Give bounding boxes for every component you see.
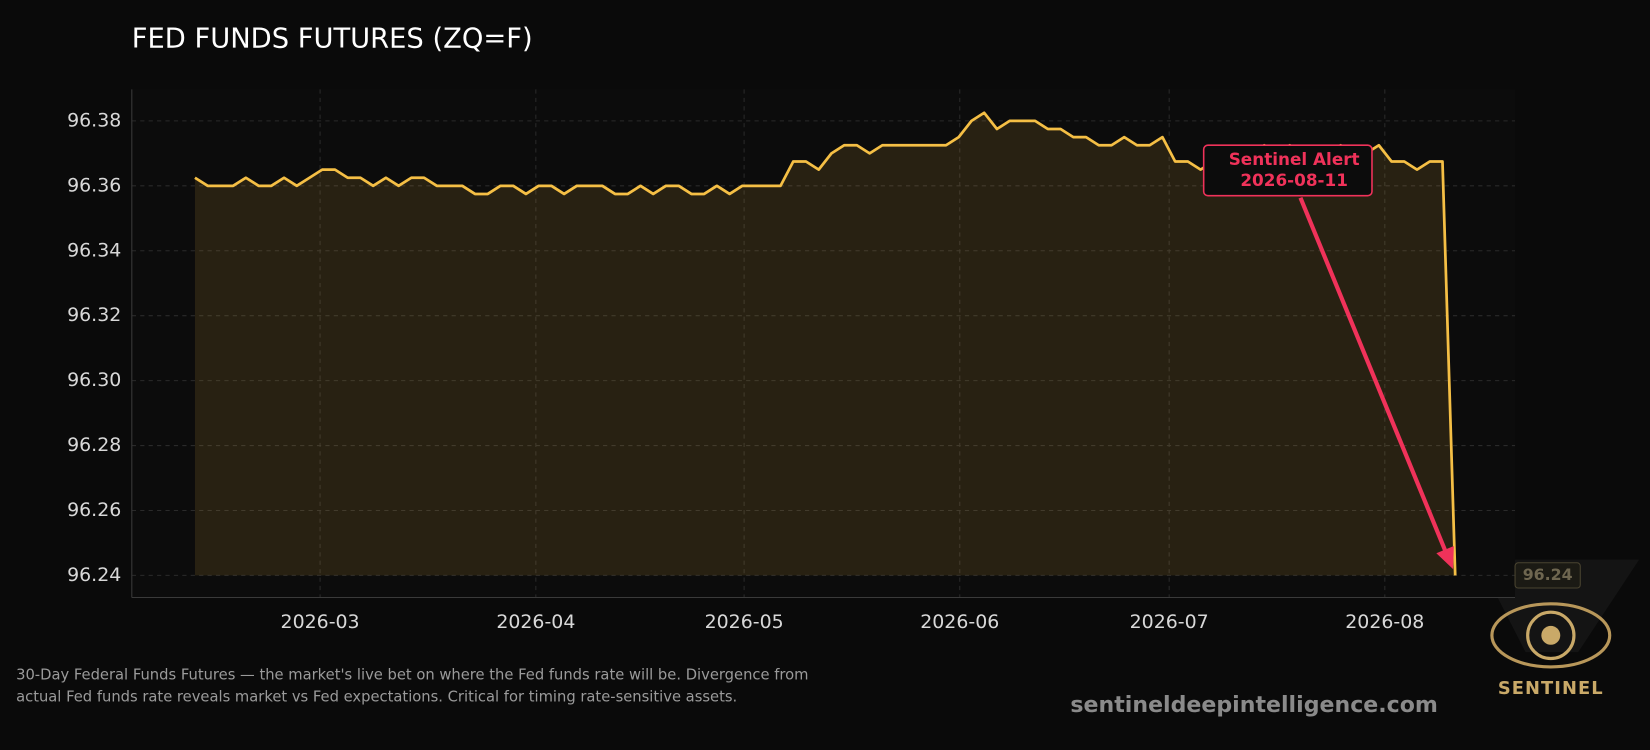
y-tick-label: 96.26 bbox=[67, 499, 121, 521]
annotation-box bbox=[1202, 144, 1373, 197]
x-tick-label: 2026-06 bbox=[920, 611, 999, 633]
annotation-text: Sentinel Alert bbox=[1229, 149, 1360, 169]
logo-pupil bbox=[1541, 625, 1561, 645]
x-tick-label: 2026-03 bbox=[281, 611, 360, 633]
caption-line: 30-Day Federal Funds Futures — the marke… bbox=[16, 666, 808, 683]
area-fill bbox=[194, 112, 1456, 576]
x-tick-label: 2026-04 bbox=[496, 611, 575, 633]
badge-label: 96.24 bbox=[1523, 565, 1573, 584]
annotation-arrow bbox=[1298, 196, 1451, 561]
caption-line: actual Fed funds rate reveals market vs … bbox=[16, 688, 737, 705]
y-tick-label: 96.34 bbox=[67, 239, 121, 261]
logo-text: SENTINEL bbox=[1498, 678, 1604, 699]
arrow-head bbox=[1436, 546, 1454, 570]
y-tick-label: 96.38 bbox=[67, 109, 121, 131]
y-tick-label: 96.28 bbox=[67, 434, 121, 456]
chart-title: FED FUNDS FUTURES (ZQ=F) bbox=[132, 23, 533, 54]
annotation-text: 2026-08-11 bbox=[1240, 170, 1348, 190]
logo-eye bbox=[1490, 602, 1612, 669]
y-tick-label: 96.24 bbox=[67, 564, 121, 586]
last-value-badge: 96.24 bbox=[1514, 562, 1581, 589]
x-tick-label: 2026-08 bbox=[1345, 611, 1424, 633]
watermark: sentineldeepintelligence.com bbox=[1070, 693, 1438, 718]
y-tick-label: 96.30 bbox=[67, 369, 121, 391]
y-tick-label: 96.32 bbox=[67, 304, 121, 326]
x-tick-label: 2026-07 bbox=[1130, 611, 1209, 633]
x-tick-label: 2026-05 bbox=[705, 611, 784, 633]
y-tick-label: 96.36 bbox=[67, 174, 121, 196]
badge-box bbox=[1514, 562, 1581, 589]
logo-iris bbox=[1526, 610, 1576, 661]
